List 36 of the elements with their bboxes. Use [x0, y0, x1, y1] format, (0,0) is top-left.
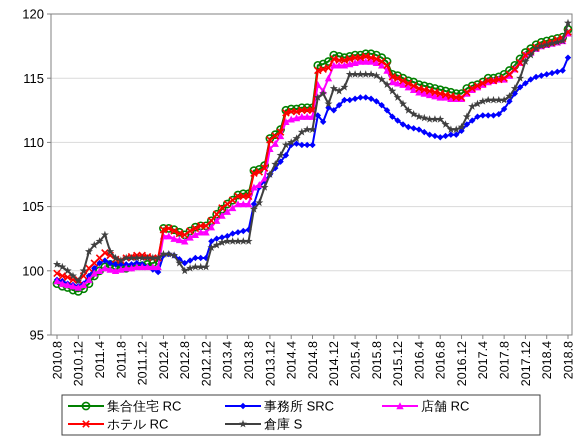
legend-label: 倉庫 S — [264, 416, 303, 432]
legend-label: 集合住宅 RC — [107, 398, 182, 414]
x-tick-label: 2014.12 — [327, 340, 342, 386]
x-tick-label: 2010.8 — [50, 340, 64, 380]
y-tick-label: 100 — [22, 263, 44, 278]
x-tick-label: 2018.8 — [561, 340, 576, 380]
legend-label: ホテル RC — [107, 416, 168, 432]
x-tick-label: 2012.4 — [156, 340, 171, 380]
y-tick-label: 110 — [23, 134, 44, 150]
x-tick-label: 2017.4 — [476, 340, 490, 380]
y-tick-label: 120 — [22, 6, 44, 22]
x-tick-label: 2012.12 — [199, 340, 214, 386]
x-tick-label: 2017.12 — [518, 340, 533, 386]
x-tick-label: 2016.12 — [454, 340, 469, 386]
x-tick-label: 2015.12 — [391, 340, 406, 386]
legend-label: 店舗 RC — [421, 398, 470, 414]
y-tick-label: 105 — [22, 199, 44, 214]
x-tick-label: 2015.4 — [348, 340, 362, 380]
x-tick-label: 2013.8 — [242, 340, 256, 380]
x-tick-label: 2015.8 — [370, 340, 384, 380]
x-tick-label: 2011.8 — [114, 340, 128, 378]
legend-label: 事務所 SRC — [264, 398, 334, 414]
y-tick-label: 115 — [23, 70, 44, 86]
x-tick-label: 2011.4 — [92, 340, 107, 378]
x-tick-label: 2013.12 — [263, 340, 278, 386]
x-tick-label: 2014.4 — [284, 340, 299, 380]
x-tick-label: 2011.12 — [136, 340, 150, 386]
x-tick-label: 2010.12 — [72, 340, 86, 386]
x-tick-label: 2016.4 — [412, 340, 426, 380]
y-tick-label: 95 — [30, 328, 44, 343]
x-tick-label: 2016.8 — [434, 340, 448, 380]
x-tick-label: 2018.4 — [540, 340, 554, 380]
x-tick-label: 2013.4 — [220, 340, 235, 380]
x-tick-label: 2017.8 — [498, 340, 512, 380]
x-tick-label: 2014.8 — [306, 340, 320, 380]
x-tick-label: 2012.8 — [178, 340, 192, 380]
